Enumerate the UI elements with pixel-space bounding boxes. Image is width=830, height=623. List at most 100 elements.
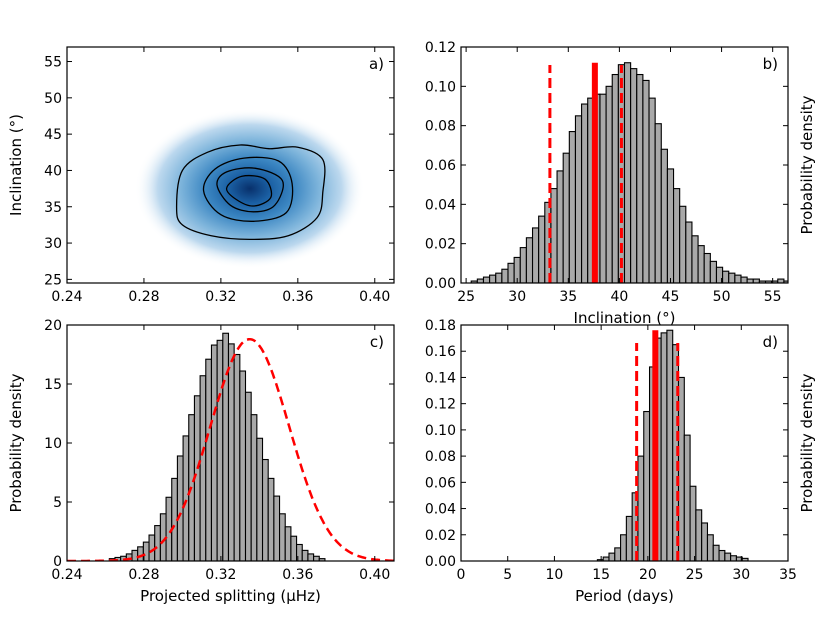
histogram-bar <box>599 93 607 283</box>
x-tick-label: 35 <box>779 567 797 583</box>
histogram-bar <box>718 549 726 561</box>
panel-c-label: c) <box>370 333 384 351</box>
panel-d-frame <box>460 324 789 562</box>
x-tick-label: 0.32 <box>205 289 236 305</box>
histogram-bar <box>507 262 515 283</box>
y-tick-label: 0.04 <box>425 502 456 518</box>
y-tick-label: 50 <box>44 91 62 107</box>
histogram-bar <box>614 547 622 561</box>
y-tick-label: 0.10 <box>425 423 456 439</box>
histogram-bar <box>154 525 161 561</box>
histogram-bar <box>741 557 749 561</box>
x-tick-label: 10 <box>546 567 564 583</box>
histogram-bar <box>623 62 632 283</box>
panel-b-ylabel: Probability density <box>798 95 816 234</box>
histogram-bar <box>654 123 662 283</box>
y-tick-label: 0.10 <box>425 79 456 95</box>
histogram-bar <box>660 148 668 283</box>
x-tick-label: 15 <box>592 567 610 583</box>
x-tick-label: 35 <box>559 289 577 305</box>
histogram-bar <box>313 555 320 561</box>
histogram-bar <box>267 477 275 561</box>
x-tick-label: 0.36 <box>282 289 313 305</box>
y-tick-label: 45 <box>44 127 62 143</box>
histogram-bar <box>250 414 258 561</box>
histogram-bar <box>550 188 558 283</box>
x-tick-label: 0.36 <box>282 567 313 583</box>
panel-a-label: a) <box>369 55 384 73</box>
histogram-bar <box>709 260 718 283</box>
x-tick-label: 20 <box>639 567 657 583</box>
histogram-bar <box>620 534 627 561</box>
histogram-bar <box>679 205 687 283</box>
x-tick-label: 40 <box>610 289 628 305</box>
y-tick-label: 0.06 <box>425 158 456 174</box>
y-tick-label: 0.06 <box>425 475 456 491</box>
x-tick-label: 30 <box>732 567 750 583</box>
panel-b-label: b) <box>763 55 778 73</box>
histogram-bar <box>233 353 241 561</box>
histogram-bar <box>176 455 184 561</box>
panel-d-histogram: 0 5 10 15 20 25 30 35 0.00 0.02 0.04 0.06 0.08 0.10 0… <box>425 318 816 605</box>
histogram-bar <box>643 410 651 561</box>
panel-c-xlabel: Projected splitting (μHz) <box>140 587 321 605</box>
y-tick-label: 20 <box>44 318 62 334</box>
y-tick-label: 0 <box>53 554 62 570</box>
y-tick-label: 5 <box>53 495 62 511</box>
panel-b-histogram: 25 30 35 40 45 50 55 0.00 0.02 0.04 0.06 0.08 0.10 0… <box>425 40 816 327</box>
histogram-bar <box>730 555 737 561</box>
histogram-bar <box>525 237 534 283</box>
x-tick-label: 25 <box>686 567 704 583</box>
histogram-bar <box>290 535 298 561</box>
histogram-bar <box>666 329 674 561</box>
y-tick-label: 25 <box>44 272 62 288</box>
x-tick-label: 25 <box>457 289 475 305</box>
histogram-bar <box>642 79 650 283</box>
contour-lines <box>175 144 326 241</box>
histogram-bar <box>131 549 139 561</box>
histogram-bar <box>205 358 213 561</box>
panel-d-ylabel: Probability density <box>798 373 816 512</box>
histogram-bar <box>722 270 730 283</box>
contour-level-2 <box>202 156 294 222</box>
y-tick-label: 0.16 <box>425 344 456 360</box>
x-tick-label: 30 <box>508 289 526 305</box>
histogram-bar <box>630 68 638 283</box>
histogram-bar <box>199 375 207 561</box>
histogram-bar <box>581 103 589 283</box>
histogram-bar <box>677 376 685 561</box>
x-tick-label: 0.40 <box>359 567 390 583</box>
histogram-bar <box>701 522 709 561</box>
x-tick-label: 45 <box>662 289 680 305</box>
histogram-bar <box>712 544 720 561</box>
histogram-bar <box>728 272 736 283</box>
x-tick-label: 0 <box>457 567 466 583</box>
x-tick-label: 0.32 <box>205 567 236 583</box>
histogram-bar <box>556 170 564 283</box>
histogram-bar <box>672 188 681 283</box>
x-tick-label: 0.28 <box>128 567 159 583</box>
histogram-bar <box>482 276 491 283</box>
histogram-bar <box>244 391 252 561</box>
histogram-bar <box>531 227 540 283</box>
histogram-bar <box>261 458 269 561</box>
histogram-bar <box>318 558 326 561</box>
histogram-bar <box>706 534 714 561</box>
contour-level-1 <box>175 144 326 241</box>
histogram-bar <box>182 435 190 561</box>
histogram-bar <box>697 245 705 283</box>
gaussian-fit-curve <box>67 337 394 561</box>
histogram-bar <box>210 344 218 561</box>
panel-a-frame <box>66 46 395 284</box>
x-tick-label: 0.40 <box>359 289 390 305</box>
x-tick-label: 5 <box>503 567 512 583</box>
x-tick-label: 0.28 <box>128 289 159 305</box>
y-tick-label: 55 <box>44 55 62 71</box>
histogram-bar <box>685 221 693 283</box>
histogram-bar <box>666 168 675 283</box>
histogram-bar <box>227 343 235 561</box>
histogram-bar <box>222 332 230 561</box>
histogram-bar <box>574 115 583 283</box>
histogram-bar <box>307 553 315 561</box>
